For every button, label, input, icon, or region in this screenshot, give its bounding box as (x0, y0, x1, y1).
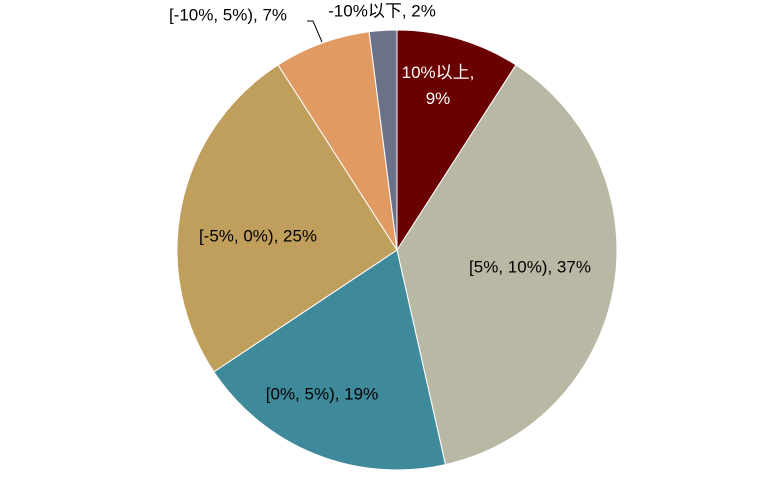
leader-line (307, 20, 323, 43)
data-label: [-5%, 0%), 25% (199, 226, 317, 245)
pie-slice (368, 29, 398, 251)
data-label: [-10%, 5%), 7% (169, 5, 287, 24)
pie-slice (213, 249, 447, 471)
data-label: -10%以下, 2% (328, 1, 436, 20)
data-label: [0%, 5%), 19% (266, 384, 378, 403)
pie-slice (396, 64, 618, 466)
pie-slice (176, 64, 398, 373)
data-label-box: 10%以上, 9% (401, 63, 475, 108)
data-label: [5%, 10%), 37% (469, 257, 591, 276)
pie-slice (396, 29, 517, 252)
data-label: 10%以上, 9% (401, 63, 475, 108)
